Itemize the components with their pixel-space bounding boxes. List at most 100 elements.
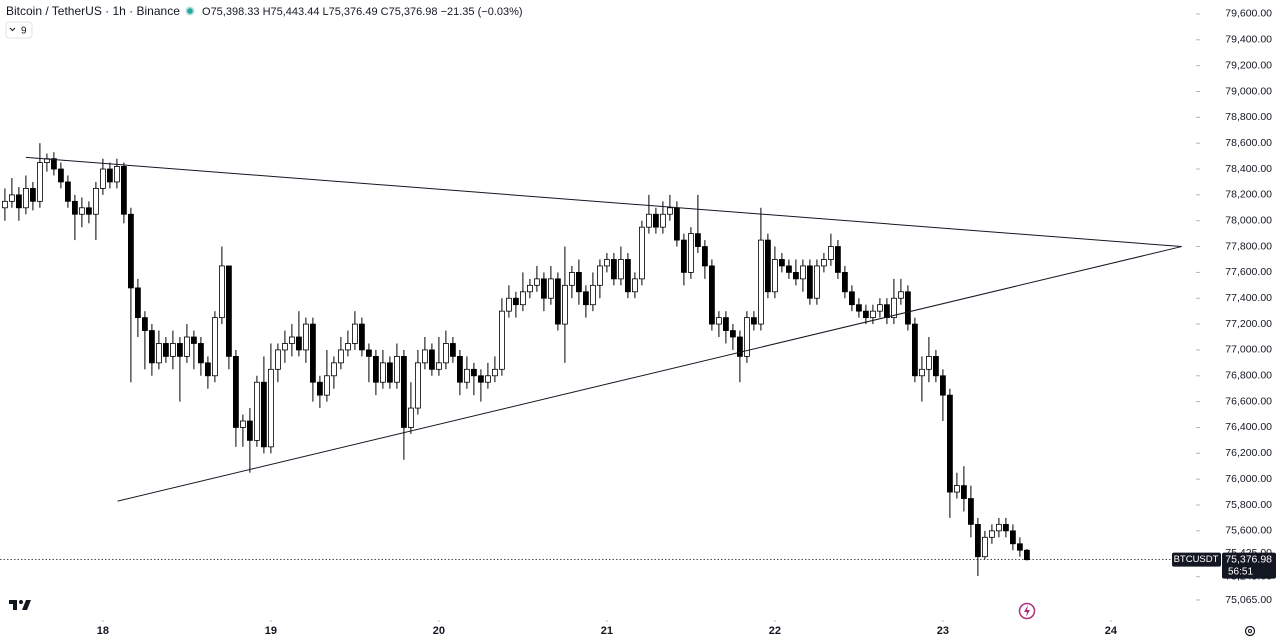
candle-body: [393, 355, 400, 383]
candle-body: [449, 343, 456, 357]
x-tick-label: 23: [937, 625, 949, 637]
candle-body: [274, 349, 281, 370]
lightning-icon[interactable]: [1018, 602, 1036, 620]
candle-body: [583, 291, 589, 306]
candle-body: [15, 194, 22, 209]
price-tag: [1222, 552, 1276, 579]
last-price-label: 75,376.98: [1225, 553, 1272, 565]
candle-body: [1010, 530, 1016, 545]
candle-body: [688, 233, 694, 273]
y-tick-label: 79,400.00: [1225, 34, 1272, 46]
candle-body: [79, 207, 85, 215]
candle-body: [316, 381, 323, 396]
candle-body: [555, 278, 561, 325]
chart-title: Bitcoin / TetherUS · 1h · Binance: [6, 4, 180, 18]
legend-value: 75,376.49: [329, 6, 378, 18]
y-tick-label: 77,800.00: [1225, 240, 1272, 252]
y-tick-label: 79,200.00: [1225, 59, 1272, 71]
candle-body: [1024, 549, 1030, 561]
candle-body: [737, 336, 743, 357]
candle-body: [211, 317, 218, 377]
candle-body: [246, 420, 253, 441]
candle-body: [800, 265, 806, 280]
candle-body: [982, 536, 988, 558]
y-tick-label: 75,800.00: [1225, 499, 1272, 511]
y-tick-label: 79,600.00: [1225, 8, 1272, 20]
candle-body: [793, 271, 799, 280]
candle-body: [330, 362, 337, 377]
candle-body: [877, 304, 883, 312]
candle-body: [169, 343, 176, 357]
indicator-toggle[interactable]: [5, 21, 33, 39]
candle-body: [421, 349, 428, 364]
candle-body: [653, 213, 659, 228]
legend-key: O: [202, 6, 211, 18]
candle-body: [849, 291, 855, 306]
candle-body: [498, 310, 505, 370]
candle-body: [491, 368, 498, 377]
legend-key: H: [263, 6, 271, 18]
candle-body: [379, 362, 386, 383]
candle-body: [37, 162, 43, 202]
candle-body: [1, 200, 8, 209]
candle-body: [646, 213, 652, 228]
candle-body: [891, 297, 897, 319]
candle-body: [51, 158, 57, 170]
candle-body: [639, 226, 645, 280]
candle-body: [660, 213, 666, 228]
candle-body: [772, 259, 778, 293]
status-dot: [187, 8, 193, 14]
candle-body: [744, 317, 750, 357]
settings-icon[interactable]: [1244, 625, 1256, 637]
candle-body: [779, 259, 785, 267]
candle-body: [807, 265, 813, 299]
y-tick-label: 76,000.00: [1225, 473, 1272, 485]
candle-body: [407, 407, 414, 428]
x-tick-label: 24: [1105, 625, 1118, 637]
candle-body: [372, 355, 379, 383]
candle-body: [590, 284, 596, 306]
candle-body: [344, 343, 351, 351]
y-tick-label: 75,600.00: [1225, 525, 1272, 537]
x-tick-label: 21: [601, 625, 613, 637]
countdown-label: 56:51: [1228, 566, 1253, 577]
candle-body: [155, 343, 162, 364]
candle-body: [351, 323, 358, 344]
candle-body: [821, 259, 827, 267]
legend-value: 75,443.44: [271, 6, 320, 18]
candle-body: [400, 355, 407, 428]
candle-body: [162, 343, 169, 357]
candle-body: [176, 343, 183, 357]
candle-body: [905, 291, 911, 325]
candle-body: [674, 207, 680, 241]
candle-body: [828, 246, 834, 260]
candle-body: [632, 278, 638, 293]
candle-body: [667, 207, 673, 215]
candle-body: [127, 213, 134, 289]
candle-body: [288, 336, 295, 344]
legend-key: L: [323, 6, 329, 18]
candle-body: [912, 323, 918, 377]
candle-body: [884, 304, 890, 319]
candle-body: [968, 498, 974, 525]
candle-body: [183, 336, 190, 357]
candle-body: [513, 297, 519, 306]
candle-body: [239, 420, 246, 428]
candle-body: [534, 278, 540, 286]
y-tick-label: 79,000.00: [1225, 85, 1272, 97]
y-tick-label: 76,800.00: [1225, 370, 1272, 382]
candle-body: [926, 355, 932, 370]
y-tick-label: 78,800.00: [1225, 111, 1272, 123]
candle-body: [463, 368, 470, 383]
candle-body: [996, 523, 1002, 532]
candle-body: [597, 265, 603, 286]
ohlc-legend: O75,398.33 H75,443.44 L75,376.49 C75,376…: [202, 6, 523, 18]
candle-body: [576, 271, 582, 293]
legend-key: C: [381, 6, 389, 18]
candle-body: [919, 368, 925, 377]
candle-body: [835, 246, 841, 273]
candle-body: [225, 265, 232, 357]
candle-body: [709, 265, 715, 325]
candle-body: [947, 394, 953, 493]
